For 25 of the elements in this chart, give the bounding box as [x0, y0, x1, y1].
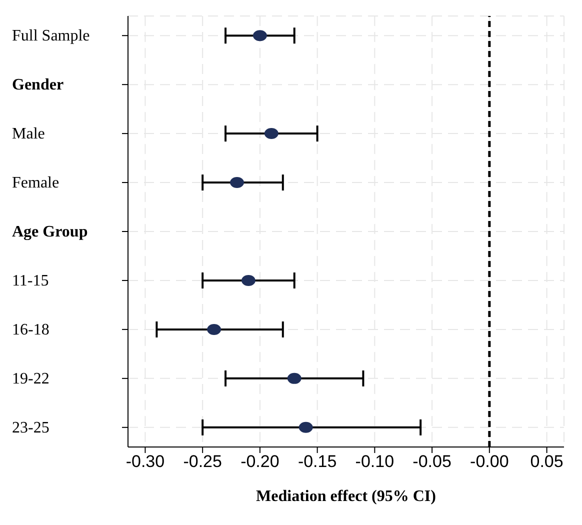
x-tick-label: -0.15 — [298, 452, 337, 472]
x-tick-label: -0.05 — [412, 452, 452, 472]
point — [252, 30, 267, 42]
y-tick-label: Full Sample — [12, 28, 90, 45]
x-tick-label: -0.30 — [126, 452, 165, 472]
y-tick-label: Gender — [12, 76, 64, 94]
y-tick-label: 16-18 — [12, 321, 50, 338]
x-tick-label: -0.25 — [183, 452, 222, 472]
y-tick-label: 19-22 — [12, 370, 50, 388]
x-tick-label: 0.05 — [530, 452, 564, 472]
point — [287, 372, 302, 384]
x-axis-title: Mediation effect (95% CI) — [256, 488, 436, 505]
y-tick-label: 11-15 — [12, 272, 49, 290]
x-tick-label: -0.10 — [355, 452, 394, 472]
point — [230, 177, 244, 188]
point — [298, 422, 313, 433]
x-tick-label: -0.20 — [240, 452, 280, 472]
y-tick-label: Male — [12, 126, 45, 143]
y-tick-label: Female — [12, 174, 60, 192]
y-tick-label: Age Group — [12, 224, 88, 240]
y-tick-label: 23-25 — [12, 419, 50, 436]
point — [241, 274, 256, 286]
point — [207, 324, 222, 335]
point — [264, 128, 278, 140]
x-tick-label: -0.00 — [470, 452, 509, 472]
